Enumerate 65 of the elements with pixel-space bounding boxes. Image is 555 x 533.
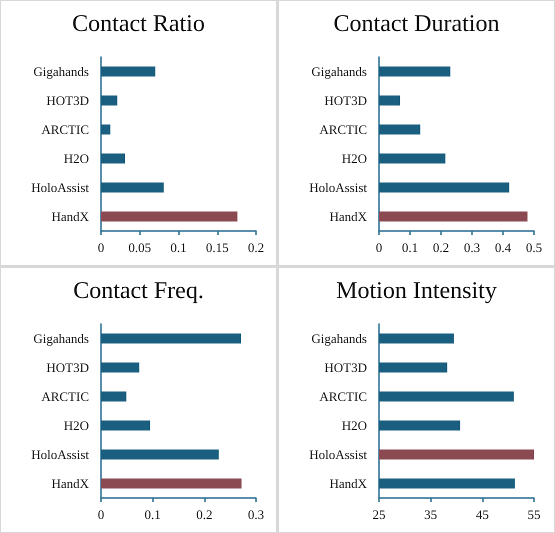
y-tick-label: HoloAssist [309, 180, 368, 195]
y-tick-label: HOT3D [324, 360, 367, 375]
bar [101, 212, 238, 222]
x-tick-label: 0.1 [170, 240, 187, 255]
y-tick-label: H2O [64, 418, 89, 433]
y-tick-label: HoloAssist [309, 447, 368, 462]
x-tick-label: 0.4 [494, 240, 512, 255]
y-tick-label: Gigahands [33, 64, 89, 79]
x-tick-label: 0.5 [526, 240, 542, 255]
bar [101, 96, 118, 106]
x-tick-label: 0.2 [196, 507, 212, 522]
bar [101, 362, 140, 372]
x-tick-label: 0 [98, 240, 104, 255]
y-tick-label: HoloAssist [31, 447, 90, 462]
x-tick-label: 0 [98, 507, 104, 522]
bar [101, 420, 150, 430]
y-tick-label: ARCTIC [41, 389, 89, 404]
bar [379, 66, 450, 76]
bar [101, 392, 126, 402]
x-tick-label: 0.2 [248, 240, 264, 255]
y-tick-label: Gigahands [311, 331, 367, 346]
x-tick-label: 25 [372, 507, 386, 522]
bar [101, 478, 242, 488]
chart-title: Contact Duration [334, 11, 500, 37]
x-tick-label: 0.1 [144, 507, 161, 522]
y-tick-label: HandX [329, 209, 368, 224]
x-tick-label: 0.05 [128, 240, 152, 255]
y-tick-label: Gigahands [311, 64, 367, 79]
y-tick-label: HOT3D [46, 93, 89, 108]
y-tick-label: HoloAssist [31, 180, 90, 195]
y-tick-label: H2O [342, 418, 367, 433]
x-tick-label: 0.2 [432, 240, 450, 255]
x-tick-label: 0.1 [402, 240, 418, 255]
x-tick-label: 35 [424, 507, 438, 522]
bar [379, 96, 400, 106]
x-tick-label: 0.15 [206, 240, 229, 255]
bar [379, 182, 510, 192]
bar [101, 124, 110, 134]
y-tick-label: HOT3D [46, 360, 89, 375]
x-tick-label: 55 [528, 507, 540, 522]
bar [101, 154, 126, 164]
y-tick-label: HandX [51, 209, 90, 224]
y-tick-label: ARCTIC [41, 122, 89, 137]
x-tick-label: 0 [376, 240, 382, 255]
bar [379, 154, 446, 164]
x-tick-label: 0.3 [464, 240, 480, 255]
bar [101, 450, 219, 460]
bar [101, 66, 156, 76]
y-tick-label: HandX [51, 476, 90, 491]
x-tick-label: 45 [476, 507, 489, 522]
y-tick-label: HOT3D [324, 93, 367, 108]
x-tick-label: 0.3 [248, 507, 264, 522]
y-tick-label: ARCTIC [319, 389, 367, 404]
y-tick-label: HandX [329, 476, 368, 491]
bar [379, 212, 528, 222]
y-tick-label: H2O [342, 151, 367, 166]
y-tick-label: H2O [64, 151, 89, 166]
bar [379, 124, 420, 134]
y-tick-label: ARCTIC [319, 122, 367, 137]
chart-title: Motion Intensity [336, 278, 497, 304]
chart-title: Contact Ratio [72, 11, 205, 37]
chart-title: Contact Freq. [73, 278, 204, 304]
bar [101, 182, 164, 192]
bar [101, 334, 242, 344]
y-tick-label: Gigahands [33, 331, 89, 346]
